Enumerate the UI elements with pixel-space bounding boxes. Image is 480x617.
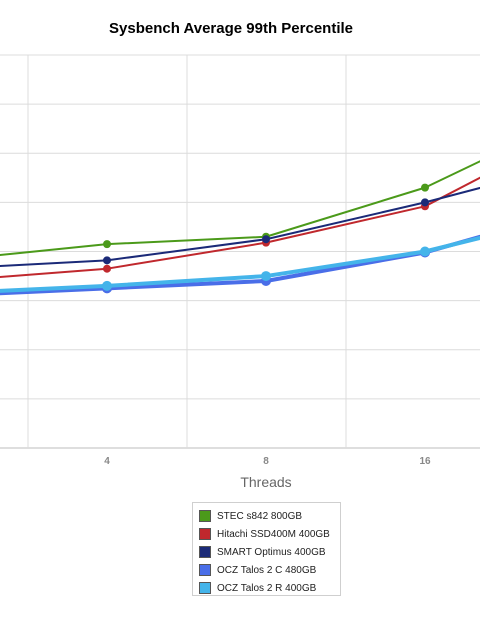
x-tick-label: 8	[263, 456, 269, 467]
x-axis-title: Threads	[240, 474, 291, 490]
data-point	[421, 183, 429, 192]
data-point	[421, 198, 429, 207]
tick-layer: 4 8 16	[104, 456, 431, 467]
legend-swatch	[199, 510, 211, 522]
data-point	[102, 280, 112, 291]
data-point	[103, 256, 111, 265]
x-tick-label: 4	[104, 456, 110, 467]
series-line	[0, 160, 480, 257]
series-4	[0, 235, 480, 293]
data-point	[262, 235, 270, 244]
legend-item: STEC s842 800GB	[199, 507, 302, 525]
chart-title: Sysbench Average 99th Percentile	[109, 20, 353, 37]
legend-label: Hitachi SSD400M 400GB	[217, 528, 330, 540]
legend-item: OCZ Talos 2 C 480GB	[199, 561, 316, 579]
legend-swatch	[199, 546, 211, 558]
legend: STEC s842 800GB Hitachi SSD400M 400GB SMAR…	[192, 502, 341, 596]
legend-label: OCZ Talos 2 R 400GB	[217, 582, 317, 594]
legend-swatch	[199, 564, 211, 576]
legend-swatch	[199, 528, 211, 540]
data-point	[103, 264, 111, 273]
data-point	[103, 240, 111, 249]
legend-swatch	[199, 582, 211, 594]
series-0	[0, 160, 480, 257]
grid-layer	[0, 54, 480, 449]
legend-label: STEC s842 800GB	[217, 510, 303, 522]
legend-item: OCZ Talos 2 R 400GB	[199, 579, 316, 597]
legend-item: Hitachi SSD400M 400GB	[199, 525, 330, 543]
legend-label: OCZ Talos 2 C 480GB	[217, 564, 317, 576]
data-point	[261, 271, 271, 282]
legend-item: SMART Optimus 400GB	[199, 543, 326, 561]
series-layer	[0, 160, 480, 296]
series-2	[0, 186, 480, 267]
data-point	[420, 246, 430, 257]
legend-label: SMART Optimus 400GB	[217, 546, 326, 558]
x-tick-label: 16	[419, 456, 431, 467]
